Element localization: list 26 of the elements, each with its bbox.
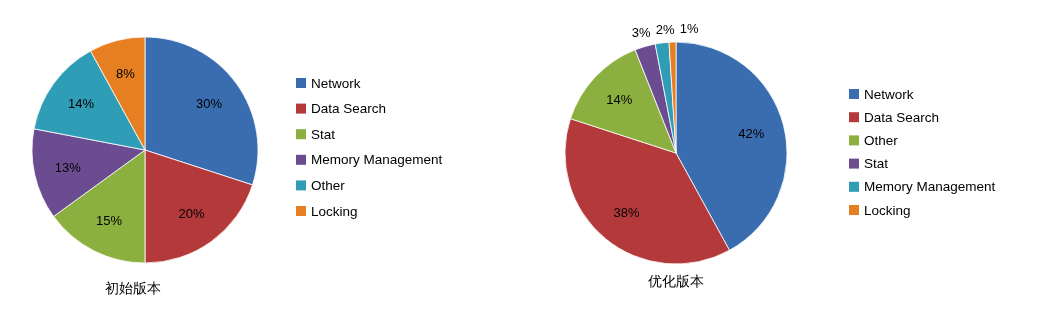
legend-label: Other — [311, 177, 346, 193]
legend-label: Locking — [311, 203, 358, 219]
data-label: 3% — [631, 25, 651, 41]
text: 优化版本 — [648, 273, 704, 289]
data-label: 8% — [115, 65, 136, 81]
legend-label: Locking — [864, 202, 911, 218]
legend-label: Memory Management — [864, 179, 996, 195]
data-label: 14% — [67, 96, 95, 112]
data-label: 13% — [54, 159, 82, 175]
legend-label: Network — [864, 86, 914, 102]
legend-label: Network — [311, 75, 361, 91]
legend-label: Other — [864, 132, 899, 148]
data-label: 20% — [178, 206, 205, 222]
legend-label: Stat — [311, 126, 336, 142]
legend-label: Memory Management — [311, 152, 443, 168]
legend-label: Data Search — [864, 109, 940, 125]
data-label: 38% — [613, 205, 640, 221]
text: 初始版本 — [105, 280, 161, 296]
data-label: 30% — [195, 96, 223, 112]
data-label: 1% — [679, 20, 699, 36]
data-label: 42% — [738, 126, 765, 142]
data-label: 14% — [606, 92, 633, 108]
data-label: 15% — [96, 212, 123, 228]
legend-label: Stat — [864, 156, 889, 172]
legend-label: Data Search — [311, 101, 387, 117]
data-label: 2% — [655, 21, 675, 37]
